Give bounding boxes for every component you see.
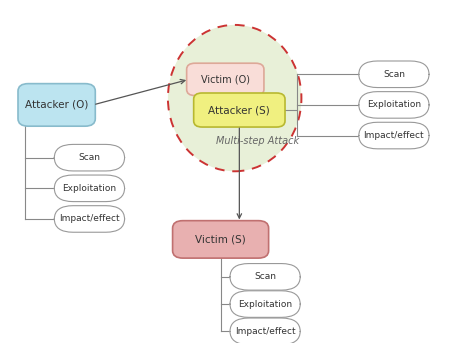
Text: Victim (S): Victim (S) bbox=[195, 234, 246, 244]
FancyBboxPatch shape bbox=[230, 264, 300, 290]
Text: Exploitation: Exploitation bbox=[63, 184, 117, 193]
Text: Multi-step Attack: Multi-step Attack bbox=[216, 136, 299, 146]
Text: Attacker (S): Attacker (S) bbox=[209, 105, 270, 115]
FancyBboxPatch shape bbox=[230, 291, 300, 317]
Ellipse shape bbox=[168, 25, 301, 171]
Text: Exploitation: Exploitation bbox=[367, 100, 421, 109]
FancyBboxPatch shape bbox=[359, 92, 429, 118]
FancyBboxPatch shape bbox=[230, 318, 300, 345]
Text: Scan: Scan bbox=[78, 153, 100, 162]
FancyBboxPatch shape bbox=[359, 61, 429, 88]
Text: Victim (O): Victim (O) bbox=[201, 74, 250, 84]
Text: Impact/effect: Impact/effect bbox=[235, 327, 295, 336]
Text: Scan: Scan bbox=[383, 70, 405, 79]
Text: Exploitation: Exploitation bbox=[238, 300, 292, 309]
Text: Impact/effect: Impact/effect bbox=[364, 131, 424, 140]
Text: Impact/effect: Impact/effect bbox=[59, 215, 120, 224]
FancyBboxPatch shape bbox=[194, 93, 285, 127]
FancyBboxPatch shape bbox=[187, 63, 264, 95]
FancyBboxPatch shape bbox=[359, 122, 429, 149]
FancyBboxPatch shape bbox=[55, 206, 125, 232]
FancyBboxPatch shape bbox=[55, 175, 125, 202]
FancyBboxPatch shape bbox=[18, 84, 95, 126]
Text: Attacker (O): Attacker (O) bbox=[25, 100, 88, 110]
Text: Scan: Scan bbox=[254, 272, 276, 281]
FancyBboxPatch shape bbox=[55, 144, 125, 171]
FancyBboxPatch shape bbox=[173, 221, 269, 258]
